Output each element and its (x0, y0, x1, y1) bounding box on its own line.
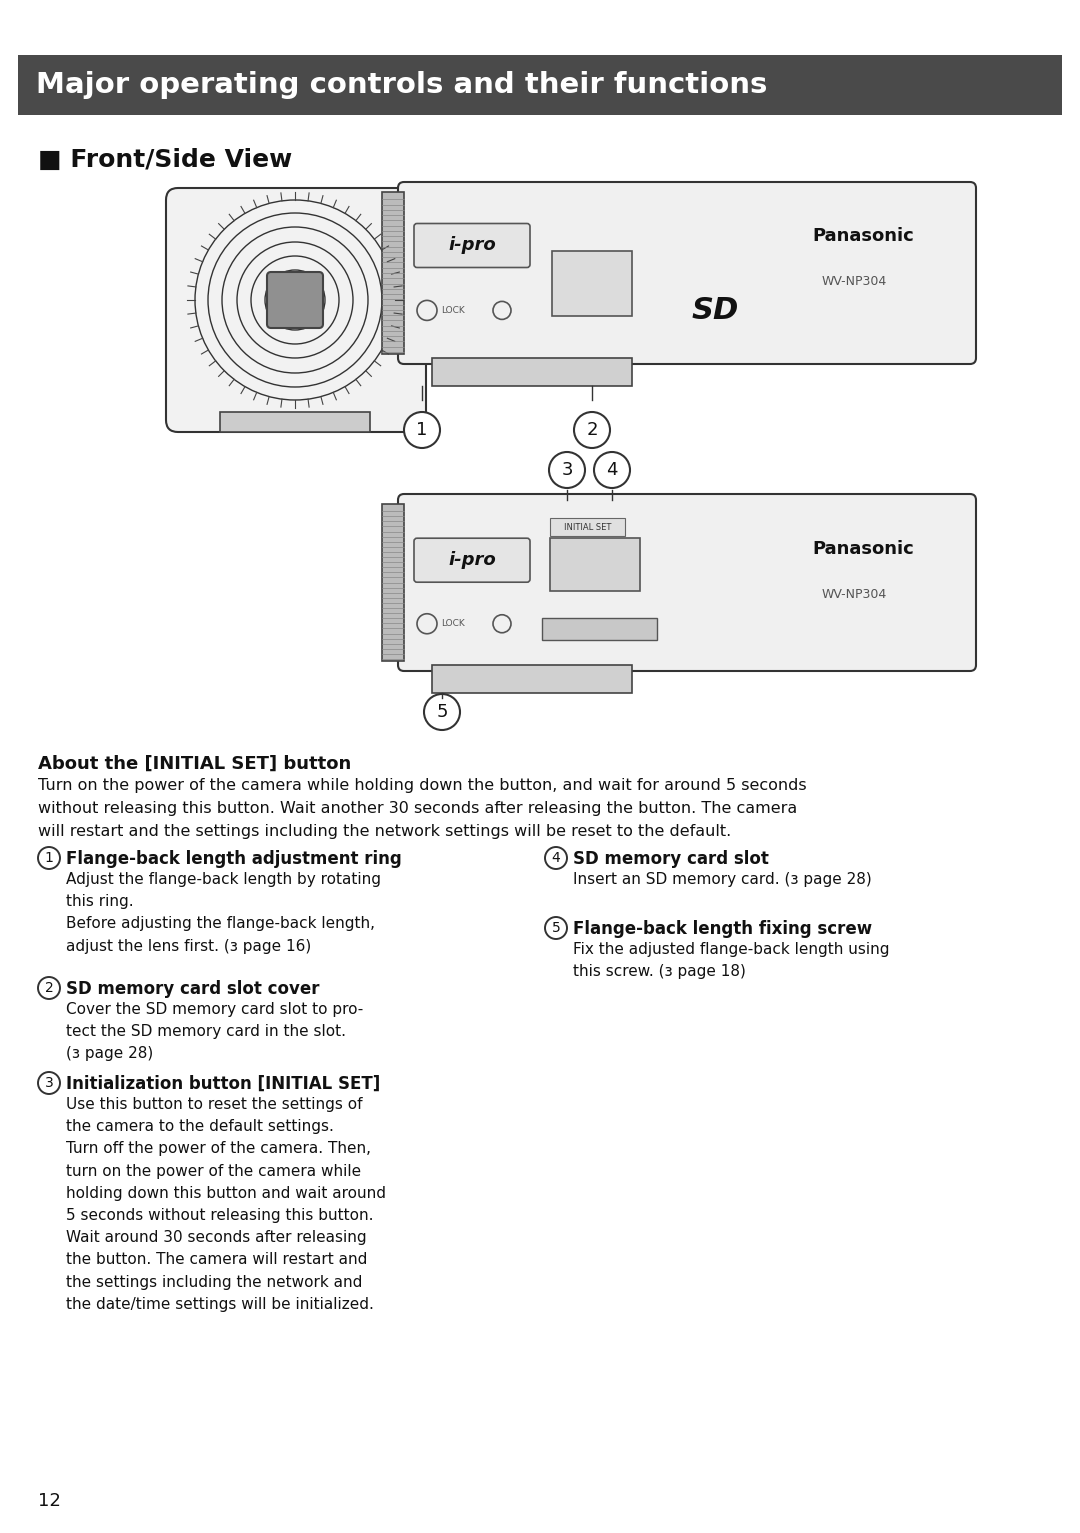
Text: ■ Front/Side View: ■ Front/Side View (38, 149, 293, 172)
Text: Fix the adjusted flange-back length using
this screw. (з page 18): Fix the adjusted flange-back length usin… (573, 941, 890, 980)
Circle shape (38, 977, 60, 1000)
Text: Use this button to reset the settings of
the camera to the default settings.
Tur: Use this button to reset the settings of… (66, 1098, 386, 1312)
Text: 5: 5 (552, 921, 561, 935)
Text: Adjust the flange-back length by rotating
this ring.
Before adjusting the flange: Adjust the flange-back length by rotatin… (66, 872, 381, 954)
Circle shape (573, 412, 610, 448)
Bar (382, 192, 404, 354)
Circle shape (38, 848, 60, 869)
Circle shape (545, 917, 567, 940)
Text: 1: 1 (416, 422, 428, 438)
Circle shape (38, 1072, 60, 1095)
Bar (382, 504, 404, 661)
Text: 4: 4 (606, 461, 618, 478)
Bar (432, 665, 632, 693)
Text: Flange-back length adjustment ring: Flange-back length adjustment ring (66, 849, 402, 868)
Text: SD memory card slot cover: SD memory card slot cover (66, 980, 320, 998)
Bar (552, 250, 632, 316)
Bar (550, 538, 640, 590)
Bar (432, 359, 632, 386)
Text: 3: 3 (562, 461, 572, 478)
Text: Major operating controls and their functions: Major operating controls and their funct… (36, 71, 768, 100)
Text: LOCK: LOCK (441, 307, 464, 314)
Text: WV-NP304: WV-NP304 (822, 274, 888, 288)
Bar (542, 618, 657, 641)
Text: Cover the SD memory card slot to pro-
tect the SD memory card in the slot.
(з pa: Cover the SD memory card slot to pro- te… (66, 1003, 363, 1061)
Text: 2: 2 (586, 422, 597, 438)
FancyBboxPatch shape (166, 189, 426, 432)
Text: Initialization button [INITIAL SET]: Initialization button [INITIAL SET] (66, 1075, 380, 1093)
Text: Panasonic: Panasonic (812, 541, 914, 558)
Text: Turn on the power of the camera while holding down the button, and wait for arou: Turn on the power of the camera while ho… (38, 779, 807, 839)
Text: 1: 1 (44, 851, 53, 865)
Text: 4: 4 (552, 851, 561, 865)
Text: Flange-back length fixing screw: Flange-back length fixing screw (573, 920, 873, 938)
Circle shape (549, 452, 585, 487)
Bar (550, 518, 625, 537)
Circle shape (424, 694, 460, 730)
Circle shape (545, 848, 567, 869)
Text: Insert an SD memory card. (з page 28): Insert an SD memory card. (з page 28) (573, 872, 872, 888)
Text: About the [INITIAL SET] button: About the [INITIAL SET] button (38, 754, 351, 773)
Circle shape (594, 452, 630, 487)
Text: 3: 3 (44, 1076, 53, 1090)
Text: LOCK: LOCK (441, 619, 464, 629)
Text: INITIAL SET: INITIAL SET (565, 523, 611, 532)
FancyBboxPatch shape (399, 494, 976, 671)
Text: 2: 2 (44, 981, 53, 995)
FancyBboxPatch shape (414, 224, 530, 267)
Text: Panasonic: Panasonic (812, 227, 914, 245)
Circle shape (404, 412, 440, 448)
Text: i-pro: i-pro (448, 552, 496, 569)
Bar (18, 55, 1062, 115)
Text: 12: 12 (38, 1492, 60, 1510)
Text: WV-NP304: WV-NP304 (822, 587, 888, 601)
Text: 5: 5 (436, 704, 448, 721)
FancyBboxPatch shape (267, 271, 323, 328)
Text: SD memory card slot: SD memory card slot (573, 849, 769, 868)
Bar (220, 412, 370, 432)
FancyBboxPatch shape (399, 182, 976, 363)
Text: SD: SD (692, 296, 740, 325)
Text: i-pro: i-pro (448, 236, 496, 254)
FancyBboxPatch shape (414, 538, 530, 583)
